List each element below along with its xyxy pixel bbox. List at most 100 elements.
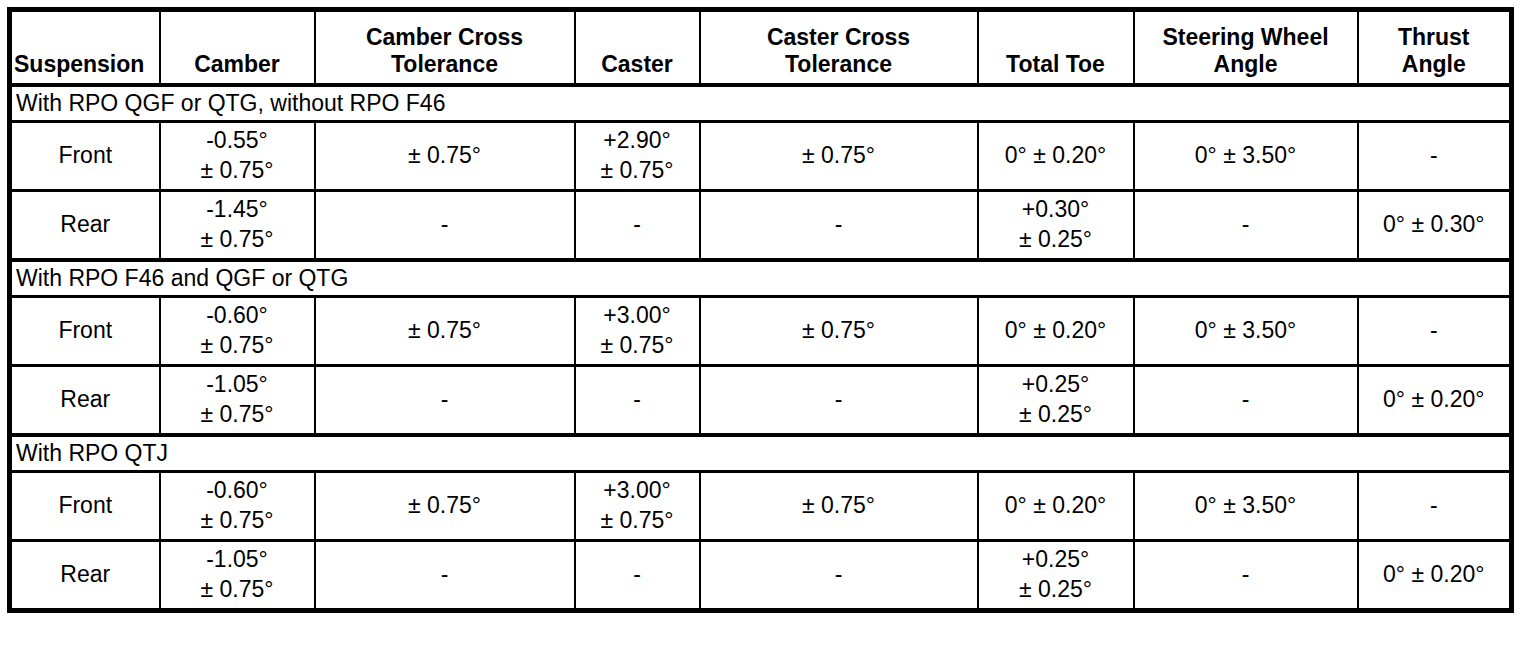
spec-cell-line: -	[1359, 141, 1510, 171]
spec-cell-line: ± 0.25°	[979, 225, 1133, 255]
spec-cell: -0.60°± 0.75°	[160, 297, 315, 366]
spec-cell-line: +3.00°	[576, 301, 699, 331]
spec-cell: -	[1134, 366, 1358, 436]
spec-cell: -	[575, 366, 700, 436]
spec-row-front-0: Front-0.55°± 0.75°± 0.75°+2.90°± 0.75°± …	[10, 122, 1512, 191]
spec-cell: 0° ± 0.20°	[1358, 541, 1512, 611]
spec-cell: -0.60°± 0.75°	[160, 472, 315, 541]
spec-cell: +3.00°± 0.75°	[575, 297, 700, 366]
row-label: Front	[10, 122, 160, 191]
spec-cell: +0.25°± 0.25°	[978, 541, 1134, 611]
spec-cell-line: 0° ± 0.20°	[979, 491, 1133, 521]
table-head: SuspensionCamberCamber Cross ToleranceCa…	[10, 10, 1512, 86]
spec-cell: ± 0.75°	[700, 472, 978, 541]
spec-cell: -1.05°± 0.75°	[160, 366, 315, 436]
spec-cell-line: 0° ± 0.20°	[1359, 385, 1510, 415]
spec-cell: 0° ± 3.50°	[1134, 122, 1358, 191]
spec-cell-line: ± 0.75°	[161, 331, 314, 361]
spec-cell: ± 0.75°	[700, 122, 978, 191]
spec-cell: -1.05°± 0.75°	[160, 541, 315, 611]
spec-cell-line: ± 0.75°	[161, 225, 314, 255]
spec-cell-line: ± 0.75°	[316, 491, 574, 521]
spec-cell-line: ± 0.25°	[979, 575, 1133, 605]
spec-cell: 0° ± 3.50°	[1134, 472, 1358, 541]
spec-cell: -	[1134, 191, 1358, 261]
column-header-steering-wheel: Steering Wheel Angle	[1134, 10, 1358, 86]
spec-cell-line: 0° ± 0.30°	[1359, 210, 1510, 240]
spec-cell: ± 0.75°	[315, 472, 575, 541]
spec-cell-line: ± 0.75°	[161, 575, 314, 605]
spec-cell: ± 0.75°	[700, 297, 978, 366]
spec-cell: -	[1358, 472, 1512, 541]
spec-cell-line: -1.05°	[161, 545, 314, 575]
spec-cell: 0° ± 0.20°	[978, 297, 1134, 366]
spec-cell-line: -	[1359, 316, 1510, 346]
spec-cell-line: ± 0.75°	[316, 316, 574, 346]
spec-cell: +0.25°± 0.25°	[978, 366, 1134, 436]
spec-cell-line: ± 0.75°	[161, 400, 314, 430]
spec-cell-line: +2.90°	[576, 126, 699, 156]
spec-cell-line: 0° ± 0.20°	[979, 141, 1133, 171]
spec-cell-line: ± 0.75°	[161, 506, 314, 536]
row-label: Rear	[10, 541, 160, 611]
spec-cell: 0° ± 0.20°	[978, 122, 1134, 191]
spec-cell: 0° ± 3.50°	[1134, 297, 1358, 366]
spec-cell-line: -	[316, 560, 574, 590]
spec-cell-line: ± 0.75°	[576, 156, 699, 186]
spec-cell-line: -0.55°	[161, 126, 314, 156]
spec-row-rear-1: Rear-1.05°± 0.75°---+0.25°± 0.25°-0° ± 0…	[10, 366, 1512, 436]
spec-cell: 0° ± 0.30°	[1358, 191, 1512, 261]
spec-cell: -	[700, 366, 978, 436]
column-header-caster: Caster	[575, 10, 700, 86]
spec-cell-line: ± 0.75°	[161, 156, 314, 186]
spec-row-front-1: Front-0.60°± 0.75°± 0.75°+3.00°± 0.75°± …	[10, 297, 1512, 366]
column-header-camber-cross: Camber Cross Tolerance	[315, 10, 575, 86]
document-page: SuspensionCamberCamber Cross ToleranceCa…	[0, 7, 1520, 646]
spec-cell-line: ± 0.75°	[701, 491, 977, 521]
spec-cell: -	[575, 191, 700, 261]
spec-cell: +3.00°± 0.75°	[575, 472, 700, 541]
spec-cell: ± 0.75°	[315, 297, 575, 366]
column-header-camber: Camber	[160, 10, 315, 86]
spec-cell-line: -1.45°	[161, 195, 314, 225]
spec-cell: -	[700, 541, 978, 611]
spec-cell-line: 0° ± 3.50°	[1135, 491, 1357, 521]
section-row-0: With RPO QGF or QTG, without RPO F46	[10, 85, 1512, 122]
spec-cell-line: -	[1135, 210, 1357, 240]
spec-cell-line: +0.30°	[979, 195, 1133, 225]
spec-cell: 0° ± 0.20°	[1358, 366, 1512, 436]
row-label: Front	[10, 297, 160, 366]
row-label: Front	[10, 472, 160, 541]
spec-cell-line: -	[701, 210, 977, 240]
spec-cell-line: ± 0.75°	[701, 316, 977, 346]
spec-cell-line: -	[576, 560, 699, 590]
spec-cell-line: -	[1359, 491, 1510, 521]
section-row-1: With RPO F46 and QGF or QTG	[10, 260, 1512, 297]
spec-cell: -	[1358, 122, 1512, 191]
column-header-total-toe: Total Toe	[978, 10, 1134, 86]
spec-cell-line: +3.00°	[576, 476, 699, 506]
spec-cell: +0.30°± 0.25°	[978, 191, 1134, 261]
spec-cell: -	[1134, 541, 1358, 611]
spec-cell-line: ± 0.75°	[576, 506, 699, 536]
spec-cell: -	[575, 541, 700, 611]
spec-cell-line: -	[701, 560, 977, 590]
spec-cell: -	[315, 541, 575, 611]
spec-cell-line: 0° ± 3.50°	[1135, 316, 1357, 346]
spec-row-rear-0: Rear-1.45°± 0.75°---+0.30°± 0.25°-0° ± 0…	[10, 191, 1512, 261]
spec-cell-line: -	[316, 210, 574, 240]
spec-cell-line: -1.05°	[161, 370, 314, 400]
spec-cell-line: -	[701, 385, 977, 415]
row-label: Rear	[10, 366, 160, 436]
spec-cell: -	[1358, 297, 1512, 366]
spec-cell: -	[700, 191, 978, 261]
section-row-2: With RPO QTJ	[10, 435, 1512, 472]
spec-cell-line: 0° ± 0.20°	[979, 316, 1133, 346]
spec-cell-line: +0.25°	[979, 545, 1133, 575]
spec-cell-line: ± 0.75°	[316, 141, 574, 171]
section-title: With RPO QTJ	[10, 435, 1512, 472]
spec-cell-line: -	[316, 385, 574, 415]
spec-cell-line: -	[1135, 560, 1357, 590]
spec-cell: -	[315, 366, 575, 436]
spec-cell-line: -	[1135, 385, 1357, 415]
